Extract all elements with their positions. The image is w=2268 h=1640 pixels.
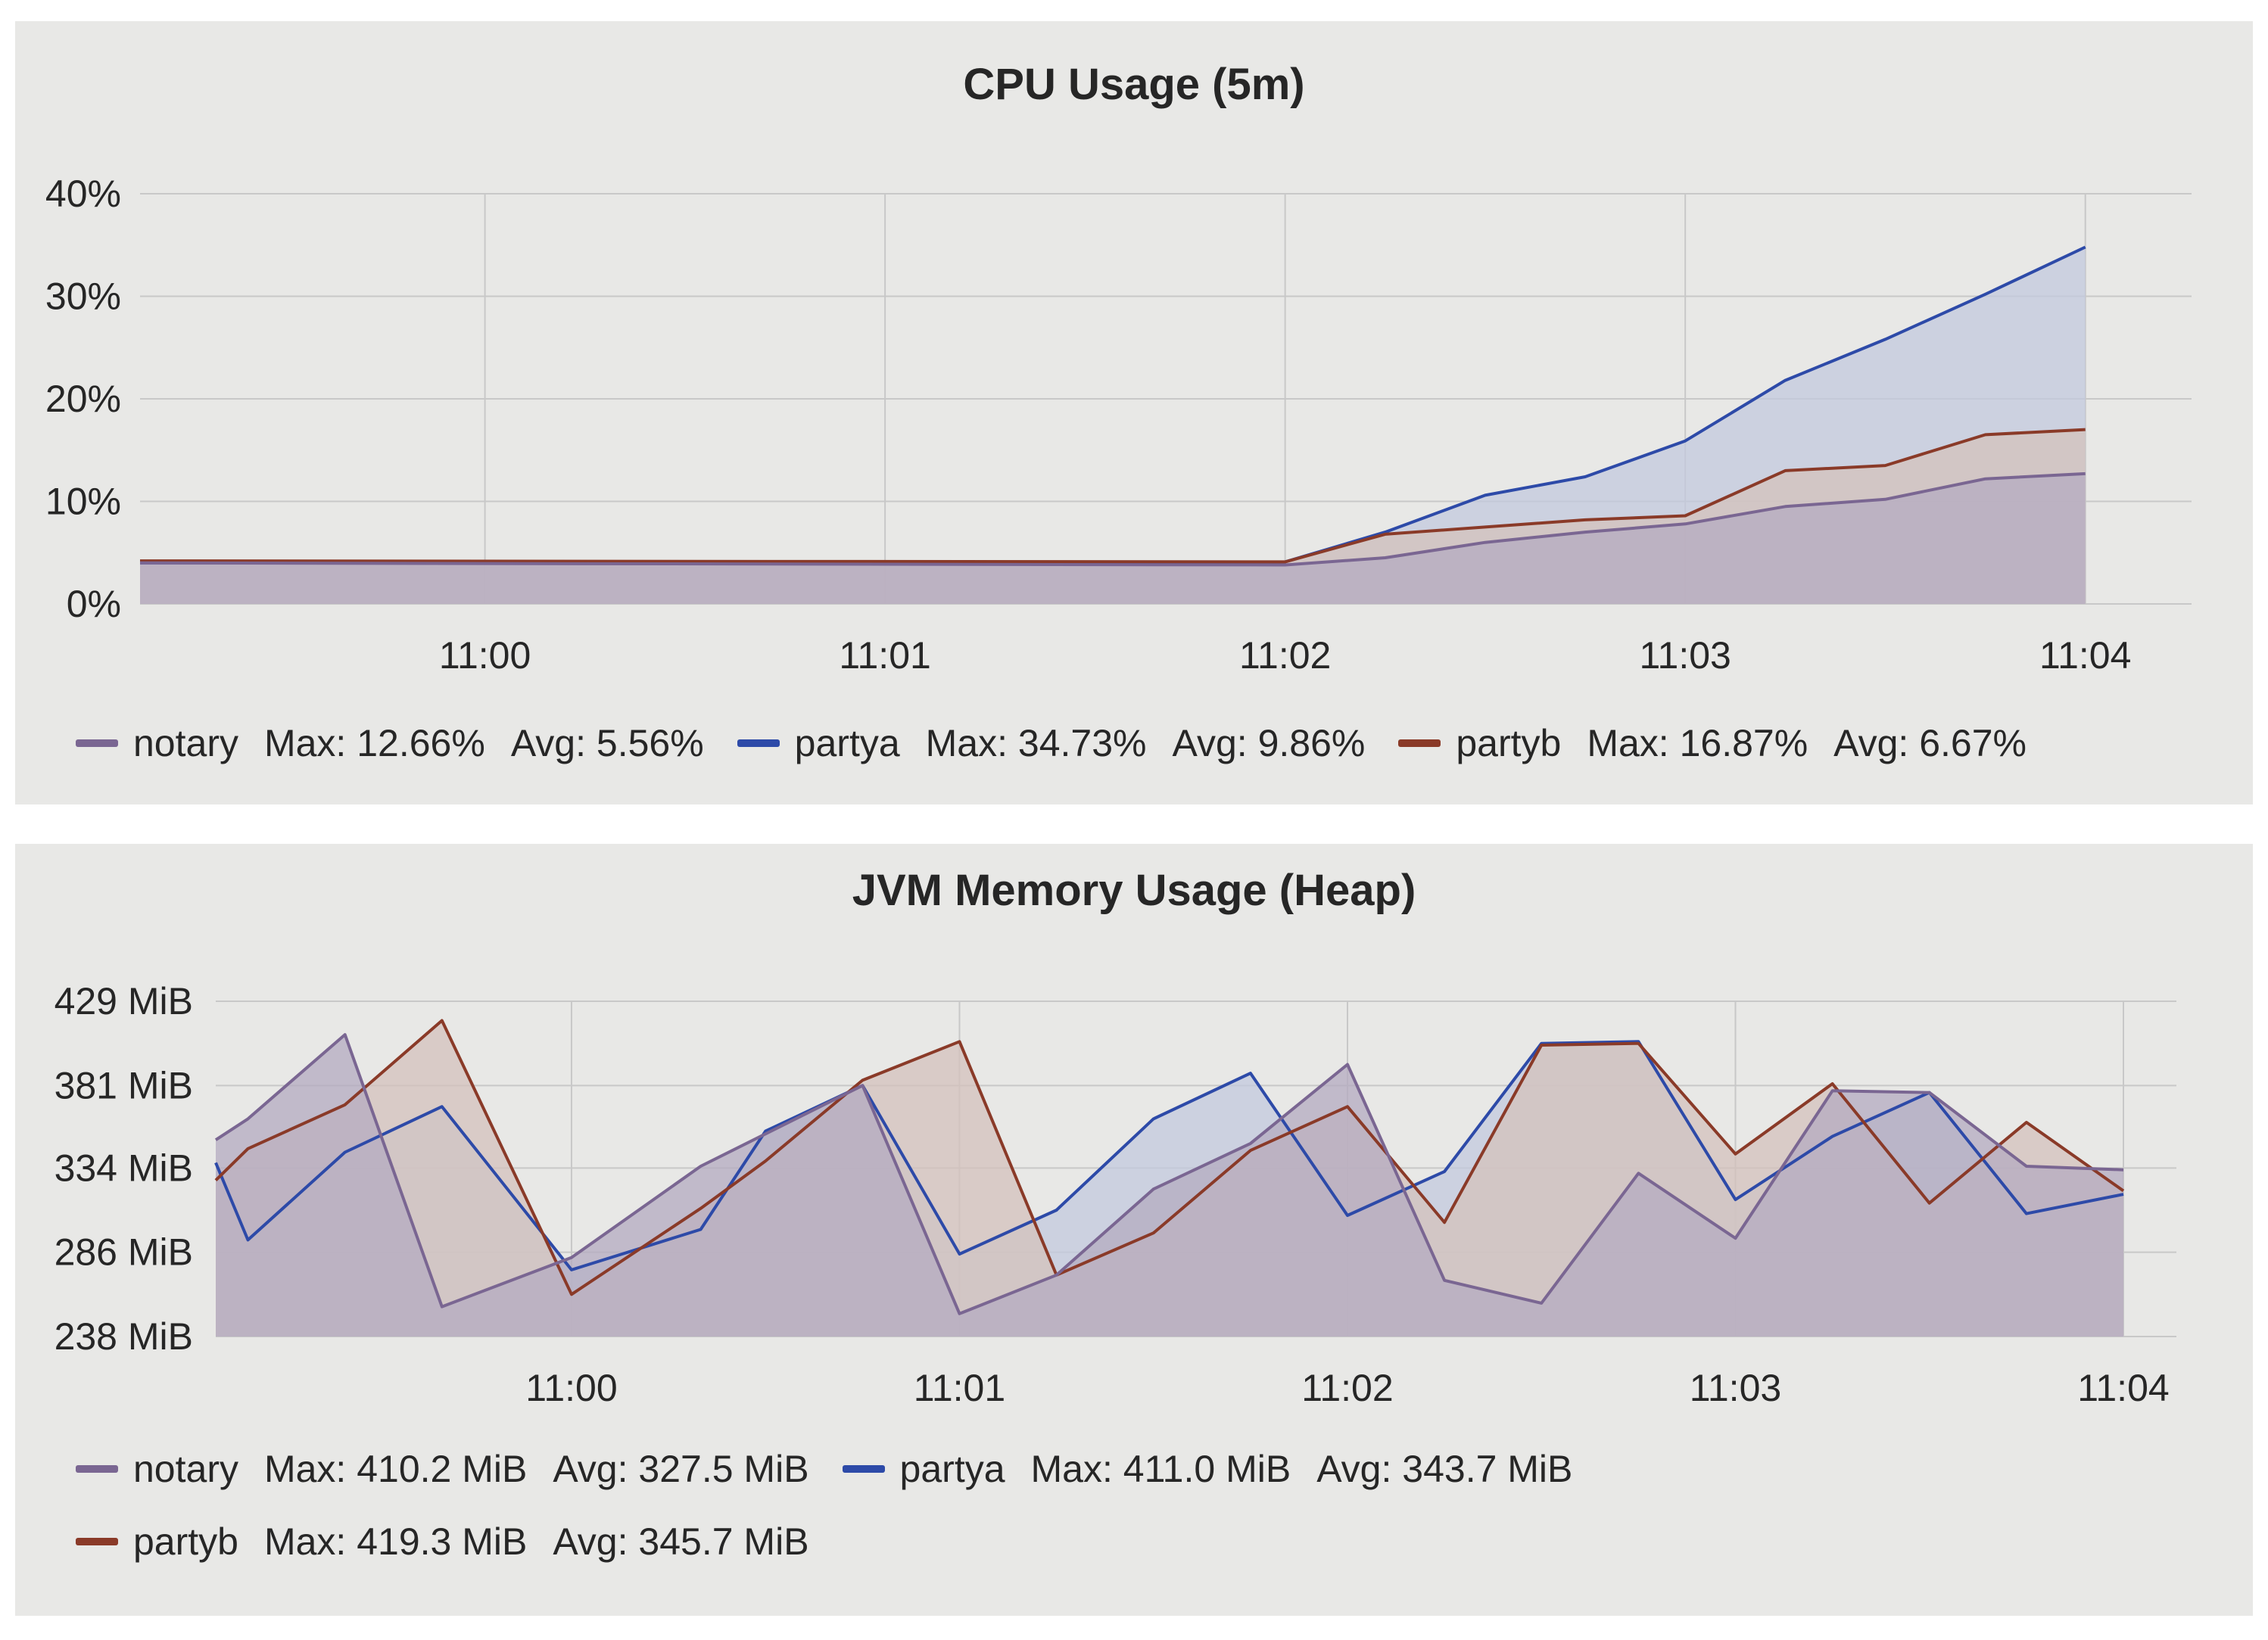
legend-series-name: partya — [899, 1448, 1005, 1490]
y-tick-label: 10% — [45, 481, 121, 523]
partyb-series-line — [139, 428, 2086, 564]
cpu-usage-panel: CPU Usage (5m) 0% 10% 20% 30% 40% 11:00 11:01 1… — [15, 21, 2253, 804]
x-tick-label: 11:01 — [914, 1367, 1005, 1409]
legend-avg-value: 343.7 MiB — [1402, 1448, 1573, 1490]
legend-max-value: 34.73% — [1017, 722, 1147, 764]
y-tick-label: 238 MiB — [55, 1315, 193, 1358]
legend-series-name: partya — [794, 722, 900, 764]
jvm-memory-chart: 238 MiB 286 MiB 334 MiB 381 MiB 429 MiB 11:00… — [55, 980, 2176, 1409]
x-tick-label: 11:00 — [525, 1367, 617, 1409]
cpu-panel-title: CPU Usage (5m) — [963, 60, 1305, 109]
notary-area — [140, 473, 2086, 604]
legend-max-label: Max: — [1587, 722, 1669, 764]
cpu-usage-chart: 0% 10% 20% 30% 40% 11:00 11:01 11:02 11:03 11:04 — [45, 173, 2192, 677]
partyb-swatch — [76, 1538, 118, 1545]
partya-swatch — [842, 1465, 885, 1473]
partyb-swatch — [1398, 739, 1441, 747]
legend-max-label: Max: — [1030, 1448, 1113, 1490]
legend-max-value: 16.87% — [1679, 722, 1808, 764]
legend-item-notary[interactable]: notary Max: 410.2 MiB Avg: 327.5 MiB — [76, 1447, 809, 1491]
jvm-memory-panel: JVM Memory Usage (Heap) 238 MiB 286 MiB 33… — [15, 844, 2253, 1616]
x-tick-label: 11:03 — [1639, 634, 1731, 677]
y-tick-label: 429 MiB — [55, 980, 193, 1022]
x-tick-label: 11:03 — [1690, 1367, 1781, 1409]
legend-item-partyb[interactable]: partyb Max: 419.3 MiB Avg: 345.7 MiB — [76, 1520, 809, 1564]
y-tick-label: 40% — [45, 173, 121, 215]
legend-avg-label: Avg: — [553, 1520, 628, 1563]
legend-item-partyb[interactable]: partyb Max: 16.87% Avg: 6.67% — [1398, 721, 2027, 765]
partya-area — [140, 247, 2086, 604]
y-tick-label: 381 MiB — [55, 1064, 193, 1106]
notary-series-line — [139, 471, 2086, 567]
legend-max-value: 410.2 MiB — [357, 1448, 528, 1490]
legend-avg-value: 6.67% — [1919, 722, 2027, 764]
mem-legend: notary Max: 410.2 MiB Avg: 327.5 MiB par… — [76, 1433, 2207, 1578]
partya-series-line — [214, 1040, 2124, 1271]
legend-max-value: 419.3 MiB — [357, 1520, 528, 1563]
legend-series-name: notary — [133, 722, 238, 764]
x-tick-label: 11:01 — [839, 634, 930, 677]
notary-series-line — [214, 1033, 2124, 1315]
partya-swatch — [737, 739, 780, 747]
cpu-legend: notary Max: 12.66% Avg: 5.56% partya Max… — [76, 707, 2207, 780]
legend-max-value: 411.0 MiB — [1123, 1448, 1291, 1490]
legend-avg-value: 345.7 MiB — [638, 1520, 809, 1563]
legend-avg-label: Avg: — [1316, 1448, 1392, 1490]
mem-panel-title: JVM Memory Usage (Heap) — [852, 866, 1416, 915]
legend-avg-label: Avg: — [553, 1448, 628, 1490]
x-tick-label: 11:04 — [2077, 1367, 2169, 1409]
legend-avg-value: 327.5 MiB — [638, 1448, 809, 1490]
legend-series-name: partyb — [1456, 722, 1562, 764]
legend-avg-value: 9.86% — [1257, 722, 1366, 764]
legend-avg-label: Avg: — [1172, 722, 1248, 764]
x-tick-label: 11:04 — [2039, 634, 2131, 677]
x-tick-label: 11:02 — [1301, 1367, 1393, 1409]
y-tick-label: 20% — [45, 378, 121, 420]
notary-swatch — [76, 1465, 118, 1473]
notary-area — [216, 1035, 2123, 1337]
x-tick-label: 11:02 — [1239, 634, 1331, 677]
legend-series-name: notary — [133, 1448, 238, 1490]
legend-max-label: Max: — [263, 722, 347, 764]
legend-max-label: Max: — [925, 722, 1008, 764]
y-tick-label: 334 MiB — [55, 1147, 193, 1189]
notary-swatch — [76, 739, 118, 747]
legend-avg-value: 5.56% — [596, 722, 704, 764]
legend-max-label: Max: — [263, 1520, 347, 1563]
x-tick-label: 11:00 — [439, 634, 531, 677]
y-tick-label: 30% — [45, 275, 121, 318]
legend-series-name: partyb — [133, 1520, 238, 1563]
y-tick-label: 286 MiB — [55, 1231, 193, 1274]
legend-item-partya[interactable]: partya Max: 34.73% Avg: 9.86% — [737, 721, 1366, 765]
legend-item-notary[interactable]: notary Max: 12.66% Avg: 5.56% — [76, 721, 704, 765]
legend-max-label: Max: — [263, 1448, 347, 1490]
legend-max-value: 12.66% — [357, 722, 485, 764]
legend-avg-label: Avg: — [1833, 722, 1909, 764]
legend-item-partya[interactable]: partya Max: 411.0 MiB Avg: 343.7 MiB — [842, 1447, 1573, 1491]
legend-avg-label: Avg: — [510, 722, 586, 764]
partyb-series-line — [214, 1019, 2125, 1296]
y-tick-label: 0% — [67, 583, 121, 625]
